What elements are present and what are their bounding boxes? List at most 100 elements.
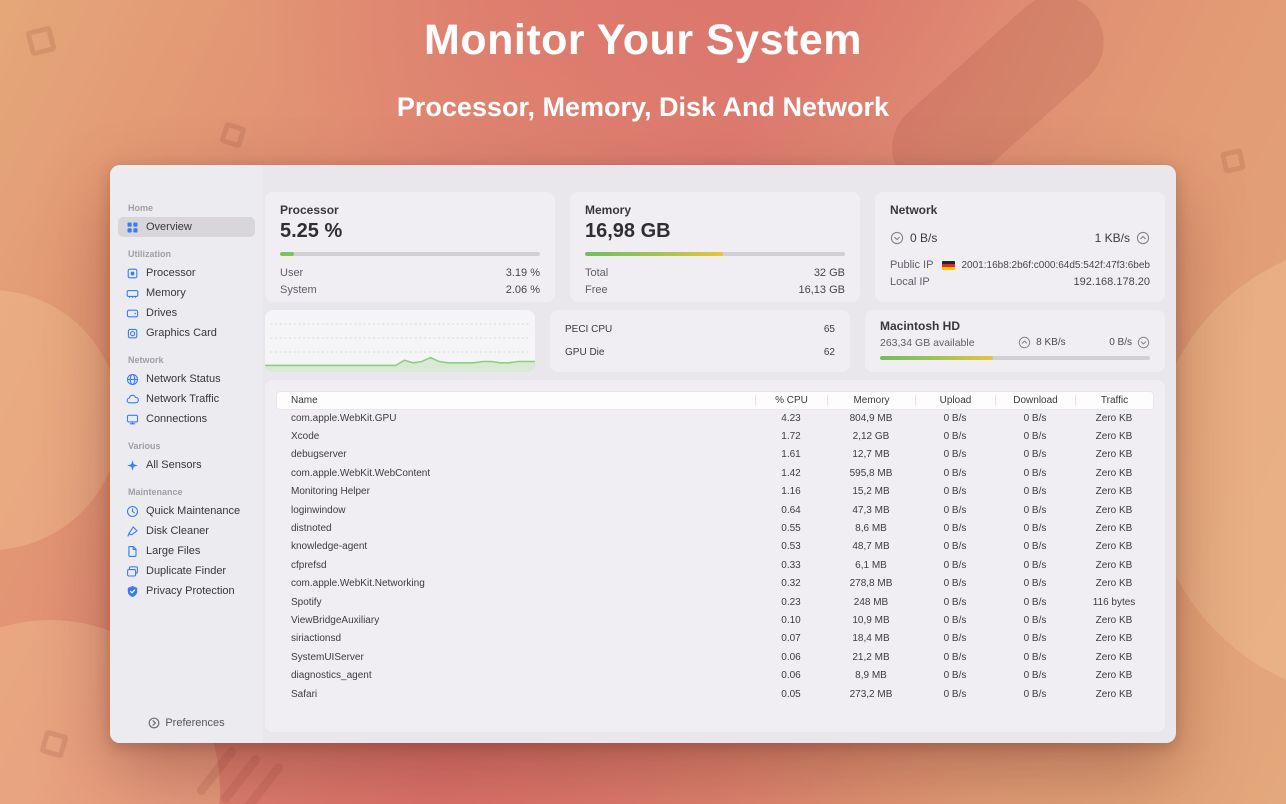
sensor-row: GPU Die 62 — [565, 347, 835, 358]
sidebar-item-all-sensors[interactable]: All Sensors — [118, 455, 255, 475]
cell-traffic: Zero KB — [1095, 559, 1133, 571]
table-row[interactable]: loginwindow 0.64 47,3 MB 0 B/s 0 B/s Zero KB — [277, 501, 1153, 519]
sidebar-item-label: Disk Cleaner — [146, 525, 209, 537]
cell-upload: 0 B/s — [943, 504, 967, 516]
memory-total-row: Total 32 GB — [585, 267, 845, 279]
cell-download: 0 B/s — [1023, 670, 1047, 682]
sidebar-item-overview[interactable]: Overview — [118, 217, 255, 237]
table-body: com.apple.WebKit.GPU 4.23 804,9 MB 0 B/s 0 B… — [277, 409, 1153, 703]
cell-traffic: Zero KB — [1095, 523, 1133, 535]
processor-system-row: System 2.06 % — [280, 284, 540, 296]
cell--cpu: 1.61 — [781, 449, 801, 461]
display-icon — [126, 413, 139, 426]
processor-user-row: User 3.19 % — [280, 267, 540, 279]
cell-upload: 0 B/s — [943, 467, 967, 479]
sidebar-sections: Home Overview Utilization Processor Memory Dr… — [118, 203, 255, 601]
cloud-icon — [126, 393, 139, 406]
download-speed: 0 B/s — [890, 231, 937, 245]
table-row[interactable]: Safari 0.05 273,2 MB 0 B/s 0 B/s Zero KB — [277, 685, 1153, 703]
sidebar-item-label: Large Files — [146, 545, 201, 557]
sidebar-section-label: Network — [128, 355, 164, 365]
file-icon — [126, 545, 139, 558]
table-row[interactable]: Xcode 1.72 2,12 GB 0 B/s 0 B/s Zero KB — [277, 427, 1153, 445]
sidebar-item-network-traffic[interactable]: Network Traffic — [118, 389, 255, 409]
sidebar-item-duplicate-finder[interactable]: Duplicate Finder — [118, 561, 255, 581]
table-row[interactable]: ViewBridgeAuxiliary 0.10 10,9 MB 0 B/s 0 B/s… — [277, 611, 1153, 629]
cell-traffic: Zero KB — [1095, 449, 1133, 461]
cell--cpu: 1.72 — [781, 431, 801, 443]
decor-square — [39, 729, 69, 759]
cell-memory: 18,4 MB — [852, 633, 890, 645]
cell-upload: 0 B/s — [943, 670, 967, 682]
cell-memory: 15,2 MB — [852, 486, 890, 498]
cell-download: 0 B/s — [1023, 412, 1047, 424]
table-row[interactable]: Spotify 0.23 248 MB 0 B/s 0 B/s 116 bytes — [277, 593, 1153, 611]
column-header-download[interactable]: Download — [995, 395, 1075, 406]
cell-upload: 0 B/s — [943, 412, 967, 424]
table-row[interactable]: com.apple.WebKit.WebContent 1.42 595,8 MB 0… — [277, 464, 1153, 482]
process-name: diagnostics_agent — [291, 670, 372, 682]
process-name: com.apple.WebKit.GPU — [291, 412, 397, 424]
cell-traffic: Zero KB — [1095, 486, 1133, 498]
processor-card: Processor 5.25 % User 3.19 % System 2.06 % — [265, 192, 555, 302]
table-header: Name % CPU Memory Upload Download Traffic — [277, 392, 1153, 409]
table-row[interactable]: distnoted 0.55 8,6 MB 0 B/s 0 B/s Zero KB — [277, 519, 1153, 537]
sidebar-item-drives[interactable]: Drives — [118, 303, 255, 323]
column-header-traffic[interactable]: Traffic — [1075, 395, 1153, 406]
table-row[interactable]: Monitoring Helper 1.16 15,2 MB 0 B/s 0 B/s Ze… — [277, 483, 1153, 501]
cell-memory: 48,7 MB — [852, 541, 890, 553]
process-name: loginwindow — [291, 504, 346, 516]
sidebar-item-connections[interactable]: Connections — [118, 409, 255, 429]
cell-upload: 0 B/s — [943, 651, 967, 663]
table-row[interactable]: siriactionsd 0.07 18,4 MB 0 B/s 0 B/s Zero KB — [277, 630, 1153, 648]
table-row[interactable]: diagnostics_agent 0.06 8,9 MB 0 B/s 0 B/s Zer… — [277, 666, 1153, 684]
sidebar-item-processor[interactable]: Processor — [118, 263, 255, 283]
cell-traffic: Zero KB — [1095, 614, 1133, 626]
cell--cpu: 0.23 — [781, 596, 801, 608]
table-row[interactable]: SystemUIServer 0.06 21,2 MB 0 B/s 0 B/s Zero … — [277, 648, 1153, 666]
sidebar-item-privacy-protection[interactable]: Privacy Protection — [118, 581, 255, 601]
card-title: Memory — [585, 203, 632, 217]
cell--cpu: 0.05 — [781, 688, 801, 700]
preferences-button[interactable]: Preferences — [110, 717, 263, 729]
table-row[interactable]: debugserver 1.61 12,7 MB 0 B/s 0 B/s Zero KB — [277, 446, 1153, 464]
cell-memory: 595,8 MB — [849, 467, 893, 479]
sidebar-item-memory[interactable]: Memory — [118, 283, 255, 303]
cell-memory: 21,2 MB — [852, 651, 890, 663]
cell-download: 0 B/s — [1023, 467, 1047, 479]
cell-memory: 278,8 MB — [849, 578, 893, 590]
sidebar-item-label: Drives — [146, 307, 178, 319]
table-row[interactable]: com.apple.WebKit.GPU 4.23 804,9 MB 0 B/s 0 B… — [277, 409, 1153, 427]
decor-square — [219, 121, 247, 149]
cell--cpu: 1.16 — [781, 486, 801, 498]
sidebar: Home Overview Utilization Processor Memory Dr… — [110, 165, 263, 743]
sidebar-item-large-files[interactable]: Large Files — [118, 541, 255, 561]
cell-memory: 8,9 MB — [855, 670, 887, 682]
table-row[interactable]: knowledge-agent 0.53 48,7 MB 0 B/s 0 B/s Zero… — [277, 538, 1153, 556]
cell-memory: 47,3 MB — [852, 504, 890, 516]
process-name: Safari — [291, 688, 318, 700]
sidebar-item-network-status[interactable]: Network Status — [118, 369, 255, 389]
sidebar-item-disk-cleaner[interactable]: Disk Cleaner — [118, 521, 255, 541]
cell-upload: 0 B/s — [943, 431, 967, 443]
cell-memory: 6,1 MB — [855, 559, 887, 571]
cell-download: 0 B/s — [1023, 449, 1047, 461]
upload-speed: 1 KB/s — [1095, 231, 1150, 245]
table-row[interactable]: com.apple.WebKit.Networking 0.32 278,8 MB 0… — [277, 575, 1153, 593]
sidebar-item-label: Connections — [146, 413, 208, 425]
sidebar-item-quick-maintenance[interactable]: Quick Maintenance — [118, 501, 255, 521]
cell-memory: 12,7 MB — [852, 449, 890, 461]
column-header-name[interactable]: Name — [291, 395, 318, 406]
cell--cpu: 0.32 — [781, 578, 801, 590]
preferences-icon — [148, 717, 160, 729]
cell-upload: 0 B/s — [943, 614, 967, 626]
cell-traffic: Zero KB — [1095, 670, 1133, 682]
table-row[interactable]: cfprefsd 0.33 6,1 MB 0 B/s 0 B/s Zero KB — [277, 556, 1153, 574]
sidebar-item-graphics-card[interactable]: Graphics Card — [118, 323, 255, 343]
column-header--cpu[interactable]: % CPU — [755, 395, 827, 406]
sparkle-icon — [126, 459, 139, 472]
memory-progress-track — [585, 252, 845, 256]
column-header-memory[interactable]: Memory — [827, 395, 915, 406]
column-header-upload[interactable]: Upload — [915, 395, 995, 406]
